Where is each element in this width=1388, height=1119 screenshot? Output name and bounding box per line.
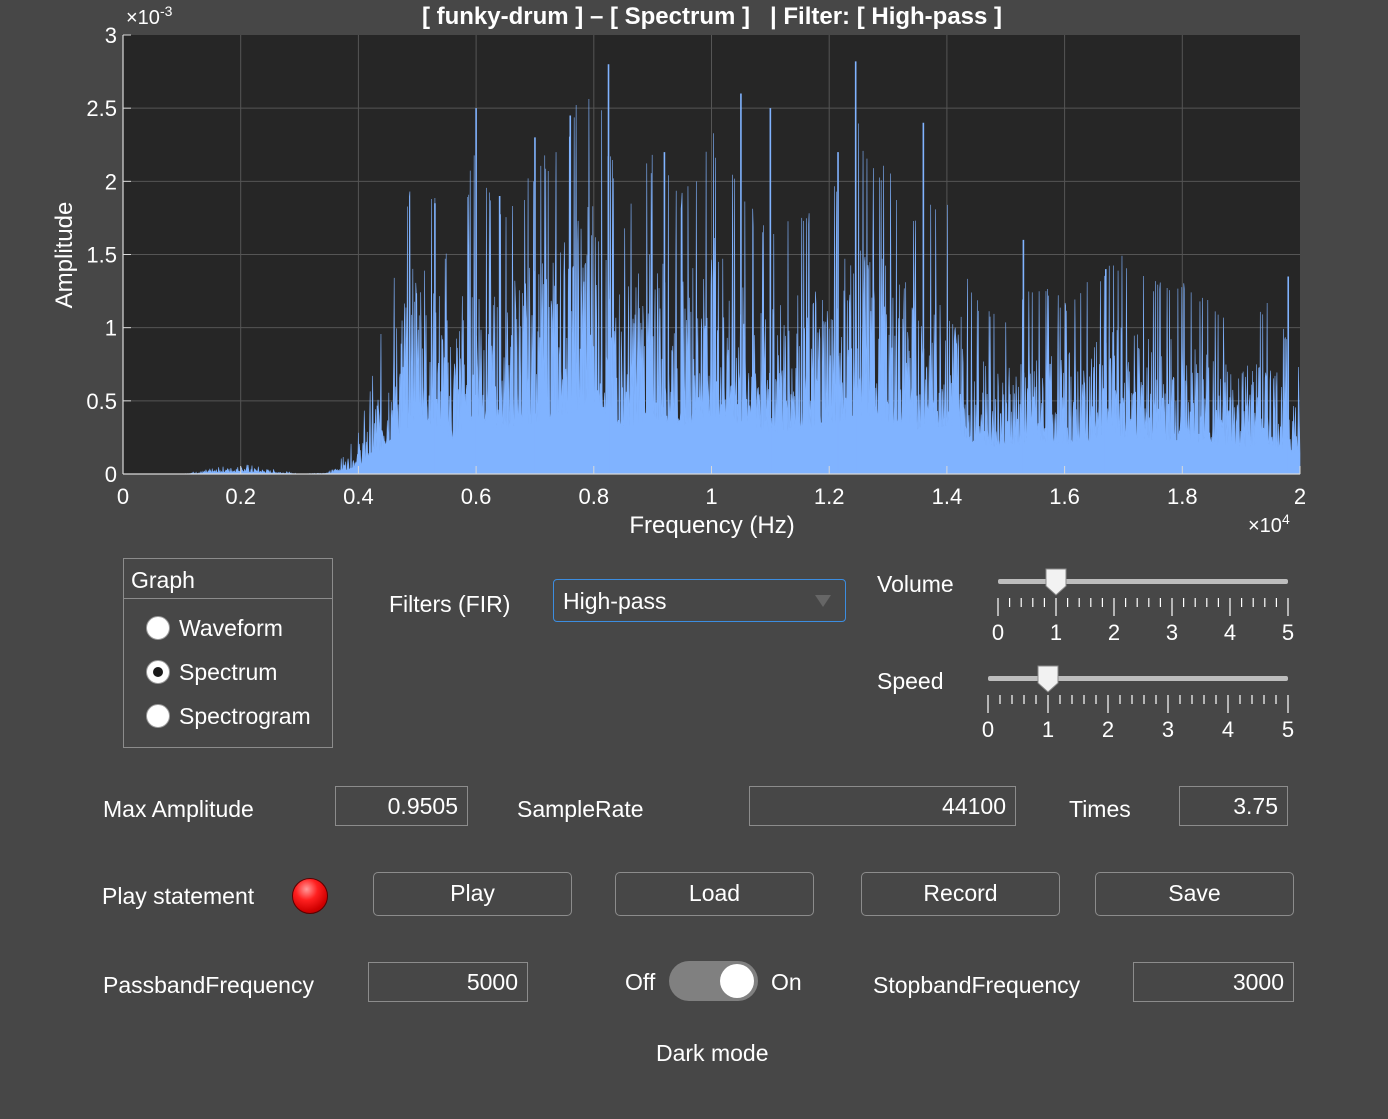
radio-selected-dot: [153, 667, 163, 677]
dark-mode-off-label: Off: [625, 969, 656, 995]
x-tick-label: 0.6: [461, 484, 492, 509]
x-tick-label: 0.8: [579, 484, 610, 509]
slider-tick-label: 1: [1042, 717, 1054, 742]
x-tick-label: 1.4: [932, 484, 963, 509]
slider-tick-label: 3: [1166, 620, 1178, 645]
slider-thumb: [1045, 568, 1067, 596]
passband-label: PassbandFrequency: [103, 972, 314, 998]
dark-mode-toggle[interactable]: [669, 961, 758, 1001]
x-tick-label: 0.4: [343, 484, 374, 509]
sample-rate-label: SampleRate: [517, 796, 644, 822]
slider-tick-label: 0: [992, 620, 1004, 645]
load-button[interactable]: Load: [615, 872, 814, 916]
radio-waveform-label[interactable]: Waveform: [179, 615, 283, 641]
radio-spectrogram-label[interactable]: Spectrogram: [179, 703, 311, 729]
x-tick-label: 1.2: [814, 484, 845, 509]
y-tick-label: 0: [105, 462, 117, 487]
y-tick-label: 3: [105, 23, 117, 48]
x-tick-label: 1.8: [1167, 484, 1198, 509]
dark-mode-on-label: On: [771, 969, 802, 995]
x-tick-label: 1: [705, 484, 717, 509]
toggle-knob: [720, 964, 754, 998]
x-axis-label: Frequency (Hz): [629, 512, 794, 539]
y-tick-label: 1.5: [86, 243, 117, 268]
slider-tick-label: 4: [1224, 620, 1236, 645]
axes: 0 0.2 0.4 0.6 0.8 1 1.2 1.4 1.6 1.8 2 0 0.5 1 1.5 2 2.5 3: [86, 23, 1306, 509]
slider-tick-label: 0: [982, 717, 994, 742]
stopband-field[interactable]: 3000: [1133, 962, 1294, 1002]
slider-track: [988, 676, 1288, 681]
graph-panel-title: Graph: [131, 567, 195, 593]
speed-slider[interactable]: 0 1 2 3 4 5: [960, 657, 1320, 752]
x-tick-label: 2: [1294, 484, 1306, 509]
y-axis-label: Amplitude: [51, 202, 78, 309]
spectrum-series: [123, 61, 1301, 475]
filter-dropdown-value: High-pass: [563, 588, 667, 614]
chevron-down-icon: [815, 595, 831, 607]
radio-spectrum[interactable]: [146, 660, 170, 684]
chart-title: [ funky-drum ] – [ Spectrum ] | Filter: …: [422, 3, 1002, 30]
slider-tick-label: 3: [1162, 717, 1174, 742]
dark-mode-label: Dark mode: [656, 1040, 769, 1066]
x-tick-label: 1.6: [1049, 484, 1080, 509]
max-amplitude-label: Max Amplitude: [103, 796, 254, 822]
stopband-label: StopbandFrequency: [873, 972, 1081, 998]
sample-rate-field[interactable]: 44100: [749, 786, 1016, 826]
speed-label: Speed: [877, 668, 944, 694]
x-tick-label: 0: [117, 484, 129, 509]
graph-panel: Graph: [123, 558, 333, 748]
max-amplitude-field[interactable]: 0.9505: [335, 786, 468, 826]
filter-dropdown[interactable]: High-pass: [553, 579, 846, 622]
y-tick-label: 2: [105, 169, 117, 194]
filters-label: Filters (FIR): [389, 591, 511, 617]
spectrum-chart: 0 0.2 0.4 0.6 0.8 1 1.2 1.4 1.6 1.8 2 0 0.5 1 1.5 2 2.5 3…: [51, 3, 1306, 539]
times-field[interactable]: 3.75: [1179, 786, 1288, 826]
times-label: Times: [1069, 796, 1131, 822]
volume-slider[interactable]: 0 1 2 3 4 5: [960, 560, 1320, 655]
slider-tick-label: 2: [1108, 620, 1120, 645]
save-button[interactable]: Save: [1095, 872, 1294, 916]
y-tick-label: 1: [105, 316, 117, 341]
slider-tick-label: 5: [1282, 717, 1294, 742]
y-tick-label: 2.5: [86, 96, 117, 121]
graph-panel-header: Graph: [124, 559, 332, 599]
x-tick-label: 0.2: [225, 484, 256, 509]
play-button[interactable]: Play: [373, 872, 572, 916]
volume-label: Volume: [877, 571, 954, 597]
radio-spectrogram[interactable]: [146, 704, 170, 728]
passband-field[interactable]: 5000: [368, 962, 528, 1002]
radio-spectrum-label[interactable]: Spectrum: [179, 659, 278, 685]
y-tick-label: 0.5: [86, 389, 117, 414]
play-statement-label: Play statement: [102, 883, 255, 909]
record-button[interactable]: Record: [861, 872, 1060, 916]
slider-tick-label: 4: [1222, 717, 1234, 742]
slider-tick-label: 5: [1282, 620, 1294, 645]
radio-waveform[interactable]: [146, 616, 170, 640]
play-status-lamp: [292, 878, 328, 914]
slider-track: [998, 579, 1288, 584]
y-exponent: ×10-3: [126, 3, 173, 29]
slider-thumb: [1037, 665, 1059, 693]
x-exponent: ×104: [1248, 511, 1290, 537]
slider-tick-label: 1: [1050, 620, 1062, 645]
slider-tick-label: 2: [1102, 717, 1114, 742]
